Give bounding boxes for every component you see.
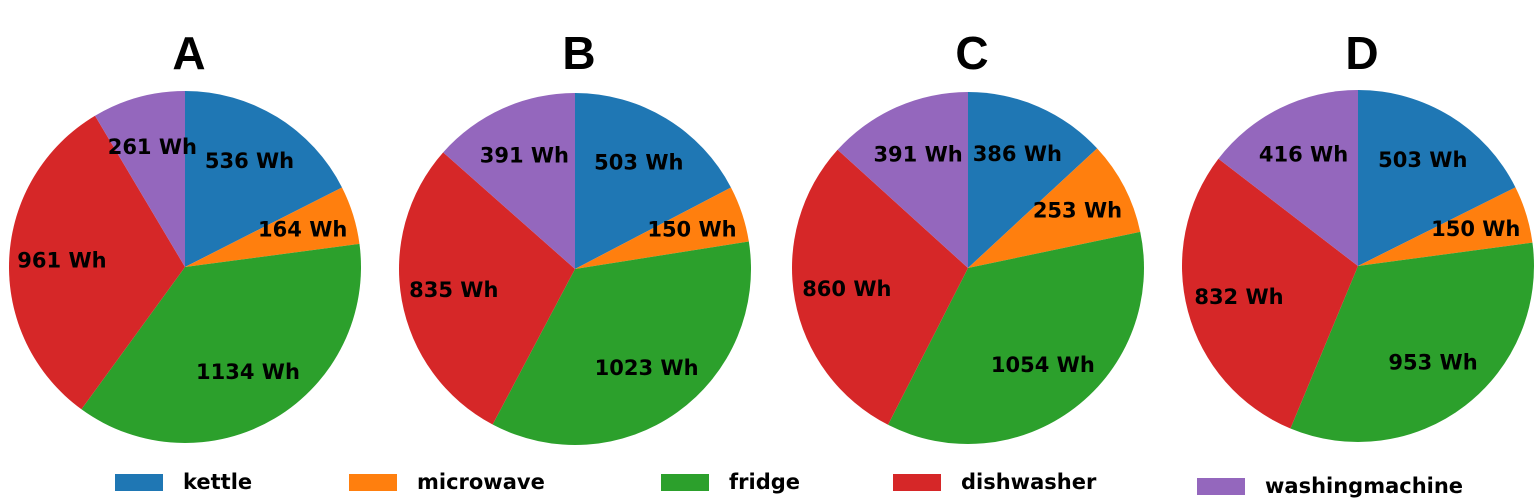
pie-slice [837, 92, 968, 268]
value-label: 150 Wh [1431, 217, 1520, 241]
value-label: 391 Wh [873, 142, 962, 166]
pie-slice [888, 231, 1144, 444]
value-label: 961 Wh [17, 248, 106, 272]
value-label: 503 Wh [594, 151, 683, 175]
legend-swatch [115, 474, 163, 491]
chart-title: B [562, 27, 595, 79]
legend-label: microwave [417, 470, 545, 494]
pie-slice [95, 91, 185, 267]
pie-slice [1290, 242, 1534, 442]
pie-slice [575, 93, 731, 269]
value-label: 253 Wh [1033, 198, 1122, 222]
value-label: 1134 Wh [196, 360, 300, 384]
pie-slice [81, 243, 362, 444]
pie-slice [1182, 158, 1358, 429]
pie-slice [1358, 187, 1533, 266]
pie-slice [185, 187, 360, 267]
pie-slice [1358, 90, 1516, 266]
value-label: 391 Wh [480, 144, 569, 168]
legend-label: washingmachine [1265, 474, 1463, 498]
pie-slice [492, 241, 751, 445]
value-label: 536 Wh [205, 149, 294, 173]
chart-title: D [1345, 27, 1378, 79]
pie-slice [968, 148, 1141, 268]
legend-label: fridge [729, 470, 800, 494]
value-label: 503 Wh [1378, 148, 1467, 172]
legend-swatch [893, 474, 941, 491]
pie-slice [791, 149, 968, 425]
value-label: 386 Wh [973, 142, 1062, 166]
value-label: 832 Wh [1194, 285, 1283, 309]
pie-slice [575, 187, 749, 269]
pie-slice [1218, 90, 1358, 266]
legend-swatch [349, 474, 397, 491]
pie-slice [398, 152, 575, 425]
pie-slice [185, 91, 343, 267]
legend-label: kettle [183, 470, 252, 494]
value-label: 416 Wh [1259, 142, 1348, 166]
legend-swatch [661, 474, 709, 491]
chart-title: A [172, 27, 205, 79]
value-label: 953 Wh [1388, 351, 1477, 375]
value-label: 835 Wh [409, 278, 498, 302]
value-label: 164 Wh [258, 218, 347, 242]
pie-slice [968, 92, 1098, 268]
value-label: 1023 Wh [595, 356, 699, 380]
legend-swatch [1197, 478, 1245, 495]
value-label: 860 Wh [802, 277, 891, 301]
pie-slice [8, 115, 186, 410]
chart-title: C [955, 27, 988, 79]
value-label: 150 Wh [647, 217, 736, 241]
value-label: 1054 Wh [991, 353, 1095, 377]
pie-slice [443, 93, 575, 269]
legend-label: dishwasher [961, 470, 1097, 494]
value-label: 261 Wh [108, 135, 197, 159]
